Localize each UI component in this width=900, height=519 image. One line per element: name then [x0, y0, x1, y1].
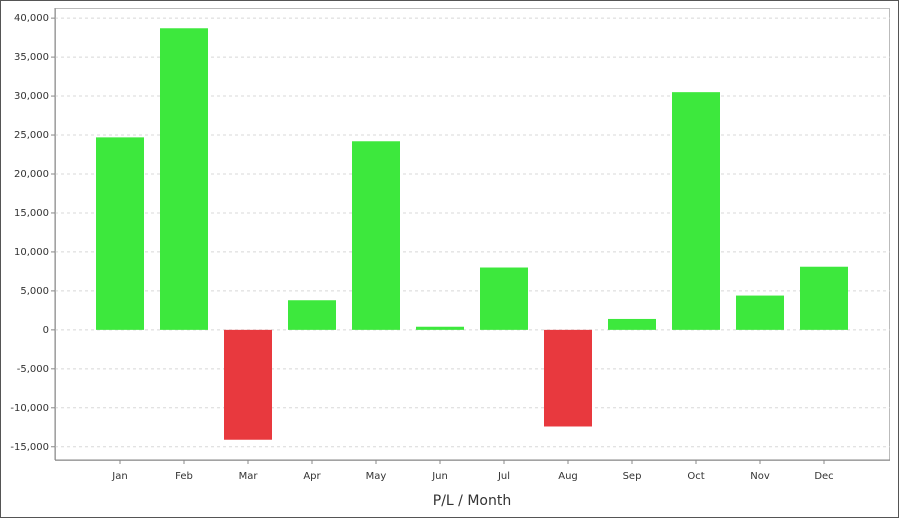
x-tick-label: Feb: [175, 471, 193, 482]
x-tick-label: Nov: [750, 471, 770, 482]
bar: [800, 266, 848, 330]
y-tick-label: 15,000: [14, 208, 49, 219]
x-tick-label: Dec: [814, 471, 833, 482]
x-tick-label: May: [366, 471, 387, 482]
y-tick-label: 25,000: [14, 130, 49, 141]
bar: [480, 267, 528, 330]
y-tick-label: 10,000: [14, 247, 49, 258]
bar: [96, 137, 144, 330]
bar: [672, 92, 720, 330]
x-tick-label: Sep: [623, 471, 642, 482]
y-tick-label: -15,000: [10, 442, 49, 453]
bar: [160, 28, 208, 330]
x-tick-label: Oct: [687, 471, 704, 482]
x-tick-label: Apr: [303, 471, 321, 482]
y-tick-label: -10,000: [10, 403, 49, 414]
bar: [352, 141, 400, 330]
y-tick-label: 5,000: [20, 286, 49, 297]
y-tick-label: 40,000: [14, 13, 49, 24]
bar: [608, 318, 656, 330]
x-tick-label: Jan: [111, 471, 127, 482]
bar: [224, 329, 272, 440]
y-tick-label: 30,000: [14, 91, 49, 102]
y-tick-label: 20,000: [14, 169, 49, 180]
x-tick-label: Mar: [239, 471, 259, 482]
x-tick-label: Aug: [558, 471, 578, 482]
y-tick-label: -5,000: [17, 364, 49, 375]
x-tick-label: Jun: [431, 471, 448, 482]
bar: [544, 329, 592, 427]
y-tick-label: 0: [43, 325, 49, 336]
bar: [736, 295, 784, 330]
x-tick-label: Jul: [497, 471, 510, 482]
bar: [288, 300, 336, 330]
x-axis-label: P/L / Month: [433, 493, 511, 509]
bar: [416, 326, 464, 330]
y-tick-label: 35,000: [14, 52, 49, 63]
